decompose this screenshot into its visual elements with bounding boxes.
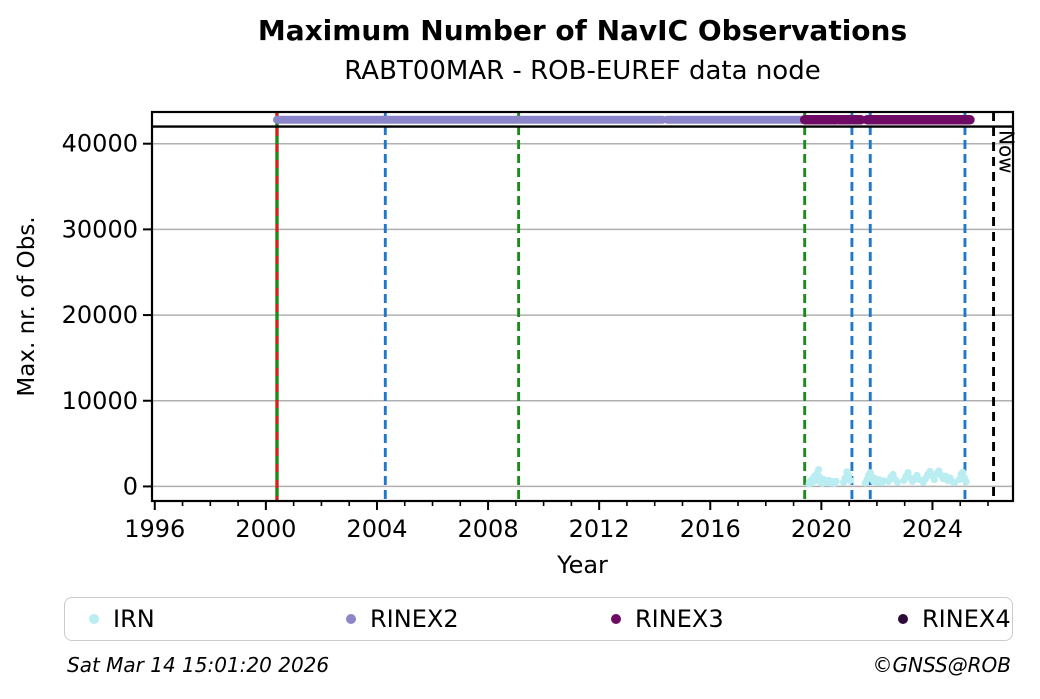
y-tick-label: 40000 (62, 130, 138, 158)
x-tick-label: 2008 (458, 515, 519, 543)
legend-item-rinex2: RINEX2 (346, 598, 459, 640)
x-tick-label: 2000 (235, 515, 296, 543)
y-tick-label: 20000 (62, 301, 138, 329)
legend-label: IRN (113, 605, 155, 633)
page-title: Maximum Number of NavIC Observations (257, 14, 908, 47)
legend-marker-rinex4-icon (898, 614, 908, 624)
data-point (832, 477, 840, 485)
legend-marker-rinex2-icon (346, 614, 356, 624)
legend-label: RINEX3 (635, 605, 724, 633)
page-subtitle: RABT00MAR - ROB-EUREF data node (344, 56, 821, 86)
y-axis: 0 10000 20000 30000 40000 Max. nr. of Obs. (14, 130, 152, 500)
y-tick-label: 0 (123, 472, 138, 500)
data-point (930, 475, 938, 484)
data-point (893, 478, 902, 486)
y-tick-label: 30000 (62, 215, 138, 243)
data-point (814, 466, 823, 474)
x-tick-label: 2020 (791, 515, 852, 543)
data-point (959, 468, 967, 476)
legend-item-rinex4: RINEX4 (898, 598, 1011, 640)
x-tick-label: 2004 (346, 515, 407, 543)
x-tick-label: 2012 (569, 515, 630, 543)
plot-timestamp: Sat Mar 14 15:01:20 2026 (67, 653, 330, 677)
legend-item-irn: IRN (89, 598, 155, 640)
plot-frame (150, 110, 1015, 503)
data-point (846, 476, 854, 485)
now-marker: Now (992, 112, 1019, 501)
navic-observations-chart: Now 1996 2000 2004 2008 2012 2016 2020 2024 Year 0… (14, 110, 1019, 579)
data-point (962, 478, 970, 486)
legend-label: RINEX2 (370, 605, 459, 633)
now-label: Now (995, 130, 1019, 174)
chart-legend: IRN RINEX2 RINEX3 RINEX4 (64, 597, 1013, 641)
event-vlines (275, 112, 967, 501)
x-tick-label: 2024 (902, 515, 963, 543)
gridlines (152, 142, 1013, 488)
x-tick-label: 1996 (124, 515, 185, 543)
credit-watermark: ©GNSS@ROB (872, 653, 1012, 677)
series-irn (805, 466, 970, 488)
x-axis: 1996 2000 2004 2008 2012 2016 2020 2024 Year (124, 501, 989, 579)
x-tick-label: 2016 (680, 515, 741, 543)
y-axis-label: Max. nr. of Obs. (14, 216, 40, 396)
legend-item-rinex3: RINEX3 (611, 598, 724, 640)
legend-label: RINEX4 (922, 605, 1011, 633)
x-axis-label: Year (556, 551, 608, 579)
legend-marker-irn-icon (89, 614, 99, 624)
legend-marker-rinex3-icon (611, 614, 621, 624)
y-tick-label: 10000 (62, 387, 138, 415)
